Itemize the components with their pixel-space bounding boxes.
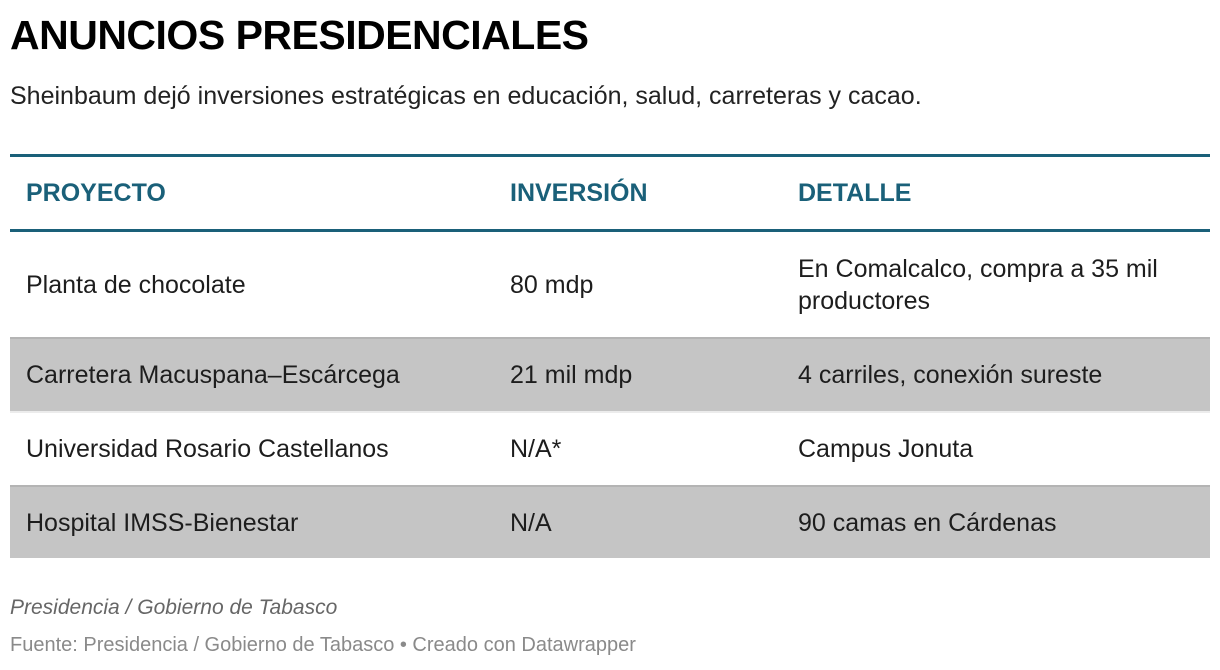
- projects-table: PROYECTO INVERSIÓN DETALLE Planta de cho…: [10, 154, 1210, 558]
- cell-proyecto: Planta de chocolate: [26, 270, 246, 299]
- cell-proyecto: Universidad Rosario Castellanos: [26, 435, 389, 463]
- column-header-proyecto: PROYECTO: [26, 178, 166, 207]
- column-header-inversion: INVERSIÓN: [510, 178, 648, 207]
- table-row: Carretera Macuspana–Escárcega 21 mil mdp…: [10, 337, 1210, 411]
- table-row: Universidad Rosario Castellanos N/A* Cam…: [10, 411, 1210, 485]
- cell-detalle: En Comalcalco, compra a 35 mil productor…: [798, 254, 1158, 315]
- column-header-detalle: DETALLE: [798, 178, 912, 207]
- cell-inversion: 80 mdp: [510, 270, 594, 299]
- cell-detalle: Campus Jonuta: [798, 435, 974, 463]
- cell-detalle: 90 camas en Cárdenas: [798, 508, 1057, 537]
- table-header: PROYECTO INVERSIÓN DETALLE: [10, 157, 1210, 232]
- notes-text: Presidencia / Gobierno de Tabasco: [10, 596, 338, 619]
- cell-detalle: 4 carriles, conexión sureste: [798, 361, 1103, 389]
- cell-proyecto: Hospital IMSS-Bienestar: [26, 508, 299, 537]
- page-title: ANUNCIOS PRESIDENCIALES: [10, 12, 589, 58]
- cell-inversion: 21 mil mdp: [510, 361, 633, 389]
- cell-inversion: N/A*: [510, 435, 562, 463]
- table-row: Planta de chocolate 80 mdp En Comalcalco…: [10, 232, 1210, 337]
- cell-inversion: N/A: [510, 508, 552, 537]
- source-text: Fuente: Presidencia / Gobierno de Tabasc…: [10, 634, 636, 656]
- cell-proyecto: Carretera Macuspana–Escárcega: [26, 361, 400, 389]
- page-subtitle: Sheinbaum dejó inversiones estratégicas …: [10, 82, 922, 110]
- table-row: Hospital IMSS-Bienestar N/A 90 camas en …: [10, 485, 1210, 558]
